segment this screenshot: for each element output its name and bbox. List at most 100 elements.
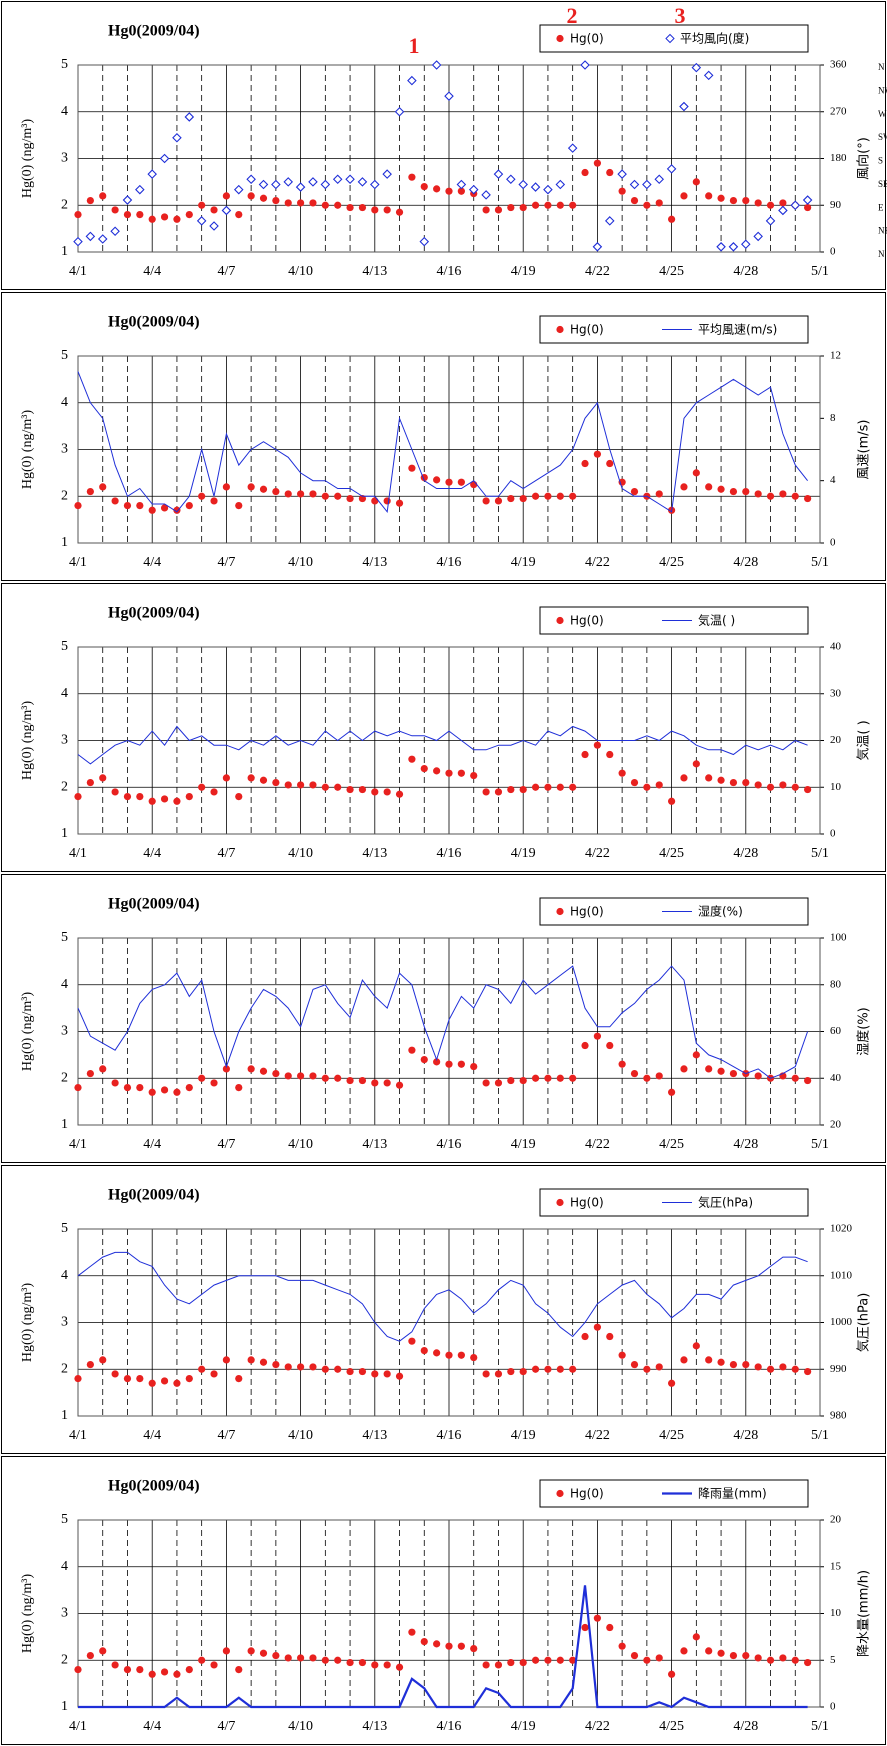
y2-tick-label: 15 — [830, 1560, 842, 1572]
hg-point — [804, 494, 812, 503]
hg-point — [297, 1363, 305, 1371]
hg-point — [259, 194, 268, 202]
y-axis-label: Hg(0) (ng/m³) — [20, 992, 35, 1072]
y-tick-label: 5 — [61, 930, 68, 945]
hg-point — [531, 492, 540, 500]
y2-tick-label: 40 — [830, 641, 842, 653]
hg-point — [581, 459, 589, 468]
y2-tick-label: 270 — [830, 105, 847, 117]
hg-point — [766, 201, 775, 209]
x-tick-label: 4/4 — [143, 1137, 161, 1152]
hg-point — [383, 788, 391, 796]
hg-point — [804, 203, 812, 212]
hg-point — [544, 201, 552, 209]
hg-point — [482, 788, 490, 796]
hg-point — [433, 185, 441, 193]
chart-panel: 4/1 4/4 4/7 4/10 4/13 4/16 4/19 4/22 4/25 4/28 5/1… — [1, 292, 886, 581]
y2-tick-label: 990 — [830, 1363, 847, 1375]
hg-point — [581, 168, 589, 177]
hg-point — [321, 1365, 329, 1373]
hg-point — [717, 1067, 725, 1075]
hg-point — [643, 783, 651, 791]
hg-point — [655, 490, 663, 498]
hg-point — [235, 1666, 243, 1674]
y-tick-label: 3 — [61, 151, 68, 166]
hg-point — [705, 192, 713, 200]
series-line — [77, 1251, 808, 1342]
hg-point — [309, 1654, 317, 1662]
hg-point — [123, 793, 132, 801]
hg-point — [457, 1060, 465, 1068]
wind-direction-point — [753, 231, 763, 242]
x-tick-label: 4/25 — [659, 264, 684, 279]
plot-frame — [77, 937, 821, 1126]
x-tick-label: 4/25 — [659, 1428, 684, 1443]
wind-direction-point — [135, 184, 145, 195]
hg-point — [544, 1074, 552, 1082]
hg-point — [507, 203, 515, 212]
hg-point — [99, 1356, 107, 1364]
x-tick-label: 4/7 — [217, 555, 235, 570]
hg-point — [247, 1065, 255, 1073]
hg-point — [420, 182, 428, 191]
x-tick-label: 4/22 — [585, 846, 610, 861]
hg-point — [618, 1642, 626, 1650]
y-tick-label: 3 — [61, 1606, 68, 1621]
hg-point — [692, 178, 700, 186]
hg-point — [482, 1079, 490, 1087]
hg-point — [482, 206, 490, 214]
panel-border — [1, 874, 886, 1163]
hg-point — [729, 1651, 738, 1660]
wind-direction-point — [332, 174, 343, 185]
hg-point — [86, 778, 94, 787]
legend-swatch — [556, 325, 564, 334]
x-tick-label: 4/10 — [288, 1137, 313, 1152]
hg-point — [668, 1670, 676, 1678]
x-tick-label: 4/13 — [362, 1428, 387, 1443]
hg-point — [284, 490, 292, 498]
x-tick-label: 5/1 — [811, 555, 829, 570]
hg-point — [222, 1647, 230, 1655]
hg-point — [742, 1651, 750, 1660]
hg-point — [272, 778, 280, 787]
hg-point — [457, 1642, 465, 1650]
hg-point — [630, 1651, 639, 1660]
wind-direction-point — [654, 174, 665, 185]
hg-point — [754, 199, 762, 207]
y-tick-label: 4 — [61, 686, 68, 701]
hg-point — [457, 769, 465, 777]
hg-point — [346, 494, 354, 503]
legend-label: Hg(0) — [570, 905, 604, 919]
x-tick-label: 4/7 — [217, 1137, 235, 1152]
annotation: 3 — [675, 3, 686, 28]
hg-point — [235, 1084, 243, 1092]
hg-point — [111, 788, 119, 796]
y-tick-label: 2 — [61, 1361, 68, 1376]
x-tick-label: 4/13 — [362, 555, 387, 570]
hg-point — [630, 196, 639, 205]
hg-point — [235, 211, 243, 219]
wind-direction-point — [221, 205, 232, 216]
y2-tick-label: 5 — [830, 1654, 836, 1666]
hg-point — [606, 168, 614, 177]
hg-point — [198, 492, 206, 500]
hg-point — [309, 781, 317, 789]
hg-point — [445, 187, 453, 195]
hg-point — [420, 1055, 428, 1064]
y-axis-label: Hg(0) (ng/m³) — [20, 410, 35, 490]
legend-swatch — [556, 34, 564, 43]
wind-direction-point — [530, 182, 541, 192]
hg-point — [272, 1651, 280, 1660]
hg-point — [643, 201, 651, 209]
hg-point — [705, 483, 713, 491]
x-tick-label: 4/19 — [511, 846, 536, 861]
x-tick-label: 4/28 — [733, 264, 758, 279]
hg-point — [556, 783, 564, 791]
x-tick-label: 5/1 — [811, 1137, 829, 1152]
direction-label: E — [878, 202, 884, 212]
hg-point — [804, 1076, 812, 1085]
hg-point — [779, 1654, 787, 1662]
hg-point — [581, 1332, 589, 1341]
hg-point — [259, 1067, 268, 1075]
hg-point — [309, 490, 317, 498]
